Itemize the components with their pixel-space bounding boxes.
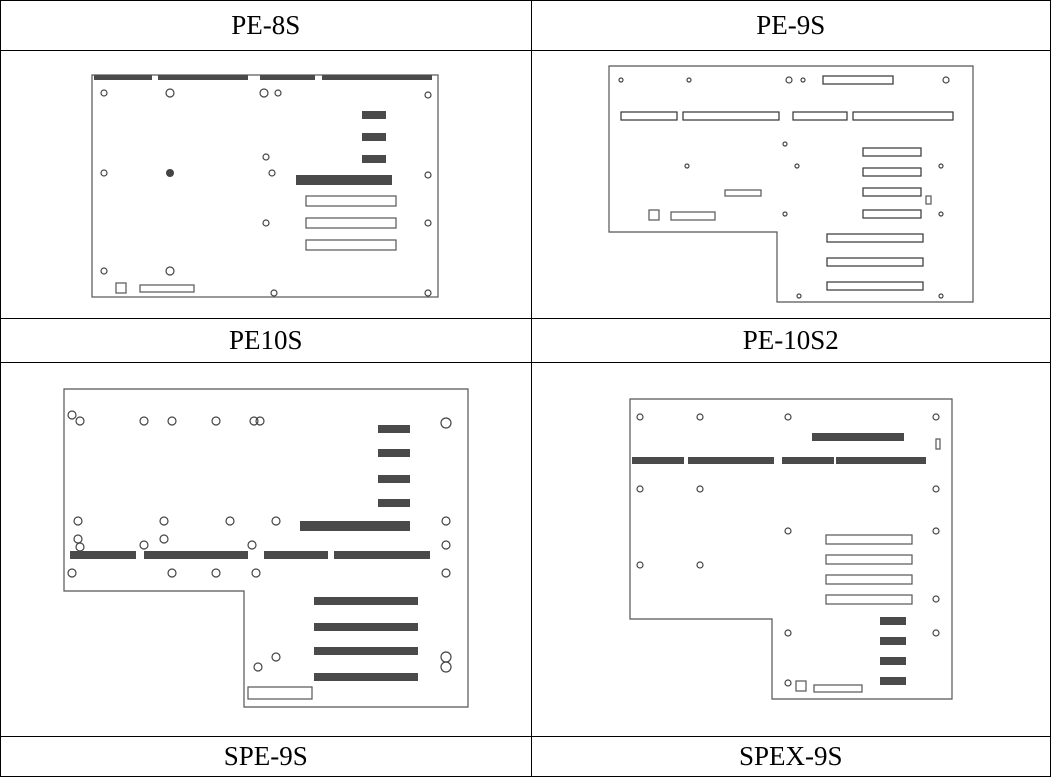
- board-image-cell: [0, 362, 532, 737]
- backplane-drawing: [91, 73, 439, 298]
- backplane-drawing: [63, 387, 469, 708]
- board-name: PE-8S: [231, 10, 301, 40]
- board-name-cell: PE-10S2: [530, 318, 1051, 363]
- board-name-cell: SPE-9S: [0, 736, 532, 777]
- board-image-cell: [530, 50, 1051, 319]
- board-name-cell: PE-9S: [530, 0, 1051, 51]
- board-image-cell: [530, 362, 1051, 737]
- board-name: SPE-9S: [223, 741, 308, 771]
- backplane-drawing: [608, 64, 974, 303]
- board-name: PE-9S: [756, 10, 826, 40]
- backplane-drawing: [629, 397, 953, 700]
- board-name: SPEX-9S: [739, 741, 843, 771]
- board-name-cell: PE-8S: [0, 0, 532, 51]
- board-name: PE-10S2: [742, 325, 839, 355]
- board-name-cell: PE10S: [0, 318, 532, 363]
- board-name-cell: SPEX-9S: [530, 736, 1051, 777]
- board-name: PE10S: [229, 325, 303, 355]
- board-image-cell: [0, 50, 532, 319]
